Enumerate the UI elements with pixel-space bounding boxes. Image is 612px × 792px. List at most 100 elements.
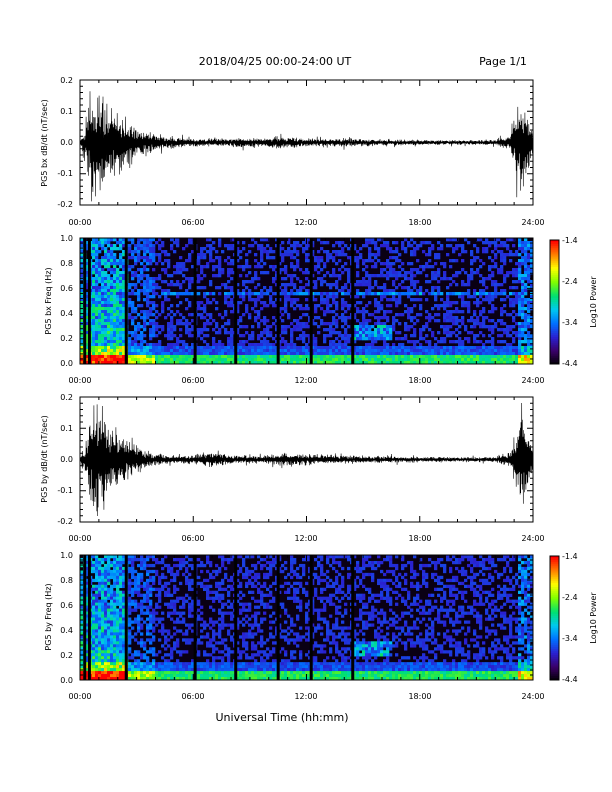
spectrogram-cell	[389, 247, 393, 251]
colorbar-step	[550, 351, 559, 355]
spectrogram-cell	[110, 238, 114, 242]
spectrogram-cell	[236, 346, 240, 350]
bx-spectrogram-ytick-label: 0.4	[60, 309, 73, 318]
spectrogram-cell	[284, 289, 288, 293]
spectrogram-cell	[284, 286, 288, 290]
spectrogram-cell	[527, 265, 531, 269]
spectrogram-cell	[524, 286, 528, 290]
spectrogram-cell	[497, 271, 501, 275]
spectrogram-cell	[512, 292, 516, 296]
spectrogram-cell	[497, 250, 501, 254]
spectrogram-cell	[287, 274, 291, 278]
spectrogram-cell	[323, 301, 327, 305]
spectrogram-cell	[488, 295, 492, 299]
spectrogram-cell	[98, 355, 102, 359]
spectrogram-cell	[347, 355, 351, 359]
spectrogram-cell	[428, 343, 432, 347]
spectrogram-cell	[80, 674, 84, 678]
spectrogram-cell	[134, 310, 138, 314]
spectrogram-cell	[449, 325, 453, 329]
spectrogram-cell	[92, 283, 96, 287]
spectrogram-cell	[248, 316, 252, 320]
spectrogram-cell	[260, 343, 264, 347]
spectrogram-cell	[134, 274, 138, 278]
spectrogram-cell	[98, 665, 102, 669]
spectrogram-cell	[326, 328, 330, 332]
spectrogram-cell	[218, 268, 222, 272]
spectrogram-cell	[95, 590, 99, 594]
spectrogram-cell	[86, 647, 90, 651]
spectrogram-cell	[419, 271, 423, 275]
spectrogram-cell	[92, 605, 96, 609]
spectrogram-cell	[98, 572, 102, 577]
spectrogram-cell	[272, 301, 276, 305]
spectrogram-cell	[107, 644, 111, 648]
spectrogram-cell	[263, 271, 267, 275]
spectrogram-cell	[158, 244, 162, 248]
spectrogram-cell	[200, 286, 204, 290]
spectrogram-cell	[155, 316, 159, 320]
spectrogram-cell	[128, 605, 132, 609]
spectrogram-cell	[116, 247, 120, 251]
spectrogram-cell	[494, 241, 498, 245]
spectrogram-cell	[443, 319, 447, 323]
spectrogram-cell	[254, 304, 258, 308]
spectrogram-cell	[527, 325, 531, 329]
spectrogram-cell	[341, 346, 345, 350]
spectrogram-cell	[251, 337, 255, 341]
spectrogram-cell	[209, 238, 213, 242]
spectrogram-cell	[137, 289, 141, 293]
spectrogram-cell	[170, 280, 174, 284]
spectrogram-cell	[419, 304, 423, 308]
spectrogram-cell	[101, 322, 105, 326]
spectrogram-cell	[302, 358, 306, 362]
spectrogram-cell	[245, 259, 249, 263]
spectrogram-cell	[131, 256, 135, 260]
spectrogram-cell	[143, 596, 147, 600]
spectrogram-cell	[104, 337, 108, 341]
spectrogram-cell	[200, 256, 204, 260]
spectrogram-cell	[530, 340, 534, 344]
spectrogram-cell	[245, 274, 249, 278]
spectrogram-cell	[119, 277, 123, 281]
spectrogram-cell	[122, 662, 126, 666]
spectrogram-cell	[518, 331, 522, 335]
by-spectrogram-ylabel: PG5 by Freq (Hz)	[44, 583, 53, 650]
spectrogram-cell	[131, 575, 135, 580]
spectrogram-cell	[122, 361, 126, 365]
spectrogram-cell	[434, 292, 438, 296]
spectrogram-cell	[98, 241, 102, 245]
spectrogram-cell	[425, 241, 429, 245]
spectrogram-cell	[113, 304, 117, 308]
spectrogram-cell	[470, 316, 474, 320]
spectrogram-cell	[101, 632, 105, 636]
spectrogram-cell	[521, 328, 525, 332]
bx-colorbar-tick-label: -4.4	[562, 359, 578, 368]
spectrogram-cell	[104, 629, 108, 633]
spectrogram-cell	[260, 289, 264, 293]
spectrogram-cell	[434, 295, 438, 299]
spectrogram-cell	[392, 250, 396, 254]
spectrogram-cell	[104, 650, 108, 654]
spectrogram-cell	[254, 298, 258, 302]
spectrogram-cell	[419, 241, 423, 245]
spectrogram-cell	[521, 244, 525, 248]
spectrogram-cell	[137, 614, 141, 618]
spectrogram-cell	[446, 301, 450, 305]
spectrogram-cell	[80, 641, 84, 645]
spectrogram-cell	[362, 310, 366, 314]
spectrogram-cell	[137, 349, 141, 353]
spectrogram-cell	[305, 313, 309, 317]
spectrogram-cell	[386, 316, 390, 320]
spectrogram-cell	[104, 298, 108, 302]
spectrogram-cell	[95, 656, 99, 660]
spectrogram-cell	[263, 247, 267, 251]
colorbar-step	[550, 310, 559, 313]
spectrogram-cell	[365, 319, 369, 323]
spectrogram-cell	[134, 671, 138, 675]
spectrogram-cell	[104, 659, 108, 663]
spectrogram-cell	[509, 355, 513, 359]
spectrogram-cell	[500, 358, 504, 362]
spectrogram-cell	[464, 292, 468, 296]
spectrogram-cell	[452, 292, 456, 296]
